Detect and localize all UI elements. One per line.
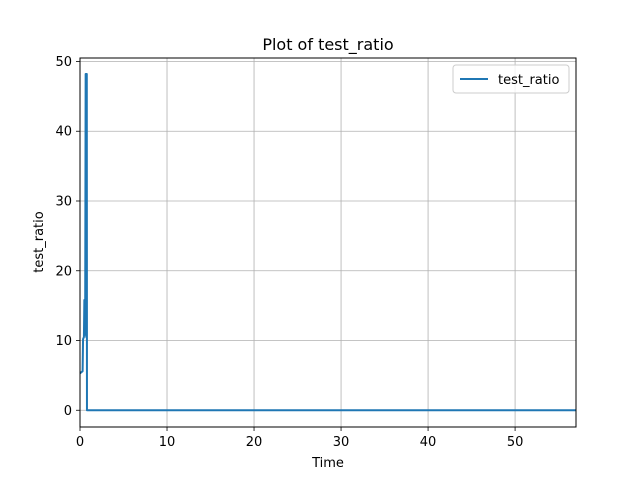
x-tick-label: 30 [333, 435, 350, 450]
x-tick-label: 50 [507, 435, 524, 450]
x-axis-label: Time [311, 456, 344, 471]
grid [79, 58, 576, 427]
y-tick-label: 40 [55, 125, 72, 140]
x-axis: 0 10 20 30 40 50 [76, 427, 524, 450]
chart-title: Plot of test_ratio [262, 35, 393, 55]
legend-label: test_ratio [498, 73, 559, 88]
x-tick-label: 10 [159, 435, 176, 450]
legend-box [452, 64, 570, 94]
y-axis-label: test_ratio [32, 211, 47, 272]
y-axis: 0 10 20 30 40 50 [55, 55, 80, 419]
x-tick-label: 20 [246, 435, 263, 450]
x-tick-label: 40 [420, 435, 437, 450]
series-line-test-ratio [79, 73, 576, 412]
y-tick-label: 50 [55, 55, 72, 70]
series-layer [79, 73, 576, 412]
x-tick-label: 0 [76, 435, 84, 450]
y-tick-label: 10 [55, 334, 72, 349]
legend: test_ratio [452, 64, 570, 94]
y-tick-label: 0 [64, 404, 72, 419]
y-tick-label: 30 [55, 194, 72, 209]
plot-frame [79, 57, 577, 428]
y-tick-label: 20 [55, 264, 72, 279]
